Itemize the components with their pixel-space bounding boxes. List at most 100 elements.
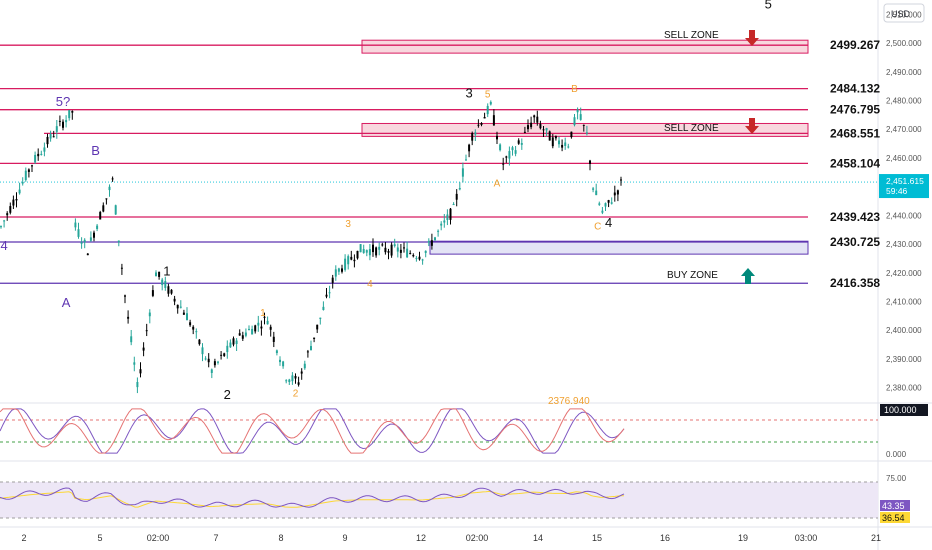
candle-body — [288, 379, 291, 383]
candle-body — [415, 257, 418, 259]
x-tick-label: 7 — [213, 533, 218, 543]
candle-body — [285, 380, 288, 382]
y-tick-label: 2,470.000 — [886, 125, 922, 134]
candle-body — [573, 117, 576, 126]
candle-body — [564, 142, 567, 146]
candle-body — [514, 150, 517, 154]
x-tick-label: 9 — [342, 533, 347, 543]
wave-label: 5? — [56, 94, 70, 109]
candle-body — [527, 125, 529, 130]
candle-body — [393, 244, 396, 247]
candle-body — [257, 322, 260, 326]
y-tick-label: 2,410.000 — [886, 298, 922, 307]
wave-label: 2 — [224, 387, 231, 402]
candle-body — [263, 316, 266, 318]
currency-box — [883, 3, 925, 23]
candle-body — [62, 121, 64, 128]
zone-sell-1 — [361, 122, 809, 137]
candle-body — [117, 240, 120, 242]
candle-body — [201, 347, 204, 355]
wave-label: 5 — [485, 90, 491, 101]
candle-body — [223, 353, 226, 356]
candle-body — [375, 247, 378, 256]
candle-body — [108, 186, 111, 191]
candle-body — [368, 249, 371, 256]
candle-body — [598, 203, 601, 205]
sell-arrow-icon — [745, 118, 759, 134]
sell-arrow-icon — [745, 30, 759, 46]
stoch-level-label: 0.000 — [886, 450, 907, 459]
candle-body — [440, 223, 443, 226]
zone-sell-0 — [361, 39, 809, 54]
candle-body — [592, 188, 595, 190]
candle-body — [306, 351, 309, 353]
candle-body — [300, 371, 303, 374]
candle-body — [613, 192, 616, 196]
candle-body — [350, 256, 353, 260]
y-tick-label: 2,430.000 — [886, 240, 922, 249]
x-tick-label: 8 — [278, 533, 283, 543]
x-tick-label: 2 — [21, 533, 26, 543]
candle-body — [313, 337, 316, 339]
sell-zone-label-top: SELL ZONE — [664, 30, 719, 41]
wave-label: 4 — [367, 279, 373, 290]
candle-body — [530, 122, 533, 128]
y-tick-label: 2,420.000 — [886, 269, 922, 278]
candle-body — [508, 151, 511, 159]
wave-label: 1 — [163, 264, 170, 279]
wave-label: 4 — [0, 238, 7, 253]
candle-body — [533, 115, 536, 118]
wave-label: 3 — [345, 219, 351, 230]
candle-body — [365, 250, 368, 253]
candle-body — [161, 279, 164, 286]
rsi-current-badge — [880, 500, 910, 511]
level-label: 2468.551 — [830, 126, 880, 140]
candle-body — [322, 306, 325, 310]
candle-body — [474, 132, 477, 135]
candle-body — [520, 143, 523, 145]
candle-body — [334, 269, 337, 277]
candle-body — [52, 136, 55, 138]
candle-body — [133, 362, 136, 365]
candle-body — [517, 140, 520, 144]
candle-body — [492, 115, 495, 126]
candle-body — [499, 144, 502, 151]
candle-body — [198, 339, 201, 345]
candle-body — [204, 358, 207, 360]
candle-body — [443, 220, 446, 223]
candle-body — [396, 247, 399, 252]
candle-body — [616, 190, 619, 195]
candle-body — [238, 333, 241, 336]
y-tick-label: 2,510.000 — [886, 10, 922, 19]
candle-body — [155, 272, 157, 277]
candle-body — [210, 369, 213, 373]
candle-body — [74, 222, 77, 228]
candle-body — [24, 170, 27, 181]
candle-body — [21, 182, 24, 184]
wave-label: 5 — [765, 0, 772, 12]
candle-body — [502, 163, 505, 165]
candle-body — [539, 123, 542, 129]
candle-body — [40, 153, 43, 155]
candle-body — [554, 136, 557, 139]
y-tick-label: 2,380.000 — [886, 384, 922, 393]
candle-body — [455, 193, 458, 200]
candle-body — [192, 326, 195, 330]
candle-body — [545, 128, 548, 131]
candle-body — [471, 133, 474, 141]
currency-label: USD — [891, 9, 911, 19]
candle-body — [34, 154, 37, 163]
y-tick-label: 2,460.000 — [886, 154, 922, 163]
candle-body — [142, 347, 145, 351]
candle-body — [226, 345, 229, 353]
level-label: 2499.267 — [830, 38, 880, 52]
x-tick-label: 14 — [533, 533, 543, 543]
candle-body — [37, 153, 40, 157]
x-tick-label: 15 — [592, 533, 602, 543]
stoch-d-line — [0, 408, 625, 454]
stoch-current-value: 100.000 — [884, 405, 917, 415]
y-tick-label: 2,500.000 — [886, 39, 922, 48]
candle-body — [232, 338, 235, 345]
candle-body — [235, 340, 238, 344]
